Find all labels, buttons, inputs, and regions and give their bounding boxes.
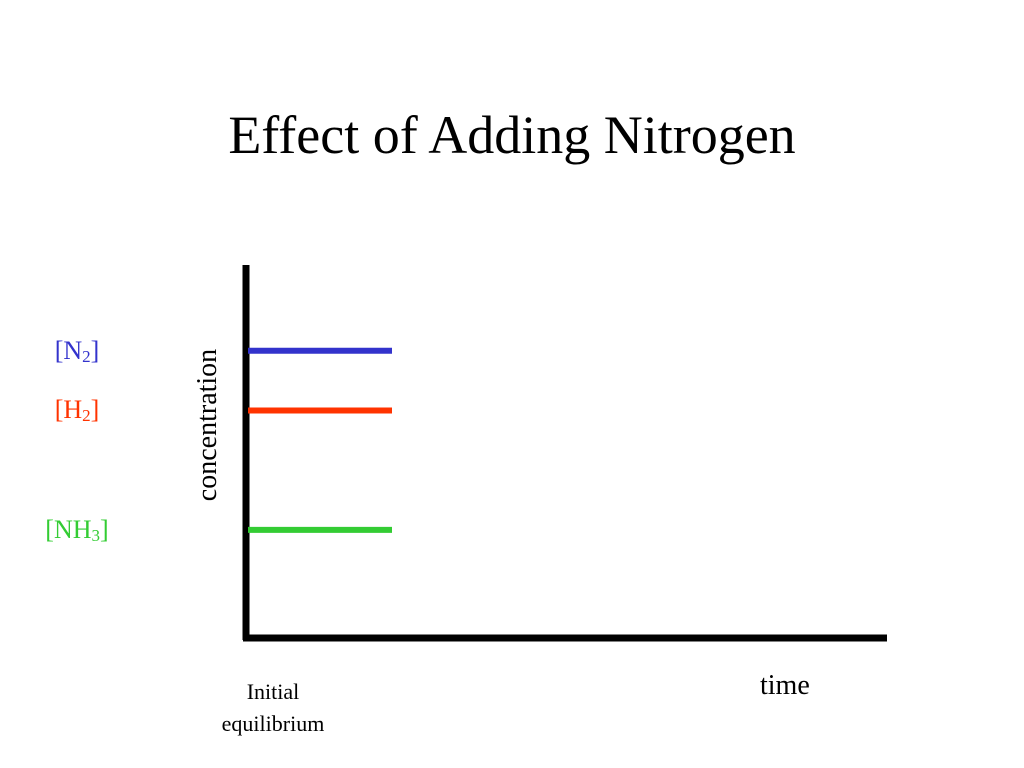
slide-title: Effect of Adding Nitrogen	[228, 105, 796, 165]
series-label-suffix: ]	[90, 335, 100, 365]
series-label-n2: [N2]	[17, 336, 137, 366]
series-label-subscript: 2	[82, 346, 91, 366]
series-label-subscript: 3	[91, 525, 101, 545]
y-axis-label: concentration	[192, 348, 223, 502]
x-tick-label-initial-equilibrium: Initial equilibrium	[221, 679, 325, 736]
series-label-suffix: ]	[100, 514, 109, 544]
series-label-h2: [H2]	[17, 395, 137, 425]
series-label-nh3: [NH3]	[17, 515, 137, 545]
series-label-prefix: [NH	[45, 514, 92, 544]
x-axis-label: time	[760, 670, 810, 701]
series-label-prefix: [H	[54, 395, 83, 425]
series-label-suffix: ]	[90, 395, 100, 425]
series-label-subscript: 2	[82, 406, 91, 426]
series-lines	[248, 347, 392, 533]
series-label-prefix: [N	[54, 335, 83, 365]
